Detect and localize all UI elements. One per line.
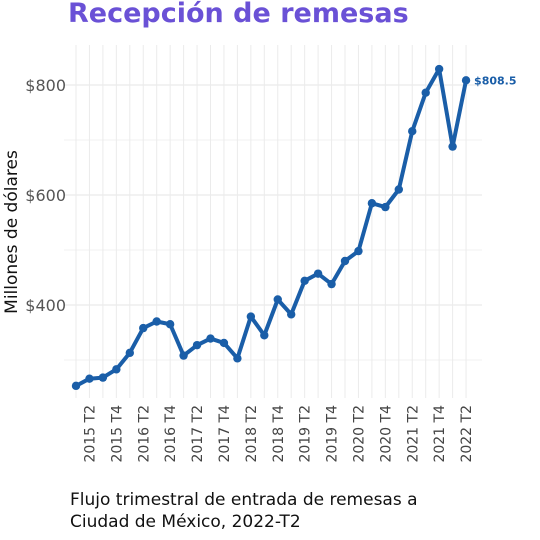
data-point bbox=[448, 142, 457, 151]
x-tick-label: 2019 T2 bbox=[298, 405, 314, 463]
data-point bbox=[233, 354, 242, 363]
data-point bbox=[313, 269, 323, 278]
data-point bbox=[219, 338, 229, 348]
data-point bbox=[461, 76, 471, 85]
x-tick-label: 2020 T2 bbox=[351, 405, 367, 463]
grid bbox=[64, 45, 482, 398]
data-point bbox=[139, 323, 148, 333]
data-point bbox=[273, 295, 282, 304]
x-tick-label: 2021 T2 bbox=[405, 405, 421, 463]
x-tick-label: 2016 T2 bbox=[136, 405, 152, 463]
y-axis-label: Millones de dólares bbox=[2, 150, 22, 314]
data-point bbox=[340, 256, 350, 266]
y-axis-ticks: $400 $600 $800 bbox=[25, 76, 66, 315]
data-point bbox=[260, 331, 269, 340]
series-line bbox=[74, 67, 469, 388]
x-tick-label: 2016 T4 bbox=[163, 405, 179, 463]
data-point bbox=[125, 348, 134, 358]
data-point bbox=[112, 365, 121, 374]
data-point bbox=[367, 199, 377, 208]
data-point bbox=[165, 320, 175, 329]
x-tick-label: 2021 T4 bbox=[432, 405, 448, 463]
end-value-label: $808.5 bbox=[474, 74, 516, 87]
chart-caption: Flujo trimestral de entrada de remesas a… bbox=[70, 489, 510, 533]
chart-title: Recepción de remesas bbox=[68, 0, 409, 29]
x-tick-label: 2017 T4 bbox=[217, 405, 233, 463]
data-point bbox=[246, 312, 256, 321]
x-tick-label: 2019 T4 bbox=[325, 405, 341, 463]
x-tick-label: 2015 T4 bbox=[109, 405, 125, 463]
data-point bbox=[434, 64, 444, 74]
data-point bbox=[85, 374, 94, 383]
y-tick-label: $400 bbox=[25, 296, 66, 315]
data-point bbox=[206, 334, 215, 343]
x-tick-label: 2017 T2 bbox=[190, 405, 206, 463]
data-point bbox=[394, 185, 403, 194]
caption-line-2: Ciudad de México, 2022-T2 bbox=[70, 512, 301, 532]
data-point bbox=[179, 351, 188, 360]
data-point bbox=[327, 279, 336, 289]
data-point bbox=[71, 381, 81, 391]
x-tick-label: 2018 T2 bbox=[244, 405, 260, 463]
data-point bbox=[152, 317, 161, 326]
x-axis-ticks: 2015 T2 2015 T4 2016 T2 2016 T4 2017 T2 2017 … bbox=[82, 405, 475, 463]
data-point bbox=[354, 246, 363, 256]
y-tick-label: $600 bbox=[25, 186, 66, 205]
x-tick-label: 2015 T2 bbox=[82, 405, 98, 463]
y-tick-label: $800 bbox=[25, 76, 66, 95]
data-point bbox=[287, 310, 296, 319]
data-point bbox=[192, 340, 202, 350]
data-points bbox=[71, 64, 471, 391]
x-tick-label: 2022 T2 bbox=[459, 405, 475, 463]
x-tick-label: 2018 T4 bbox=[271, 405, 287, 463]
data-point bbox=[98, 373, 108, 382]
caption-line-1: Flujo trimestral de entrada de remesas a bbox=[70, 490, 418, 510]
x-tick-label: 2020 T4 bbox=[378, 405, 394, 463]
data-point bbox=[408, 127, 417, 136]
data-point bbox=[300, 276, 309, 285]
data-point bbox=[421, 88, 430, 97]
data-point bbox=[381, 202, 390, 212]
